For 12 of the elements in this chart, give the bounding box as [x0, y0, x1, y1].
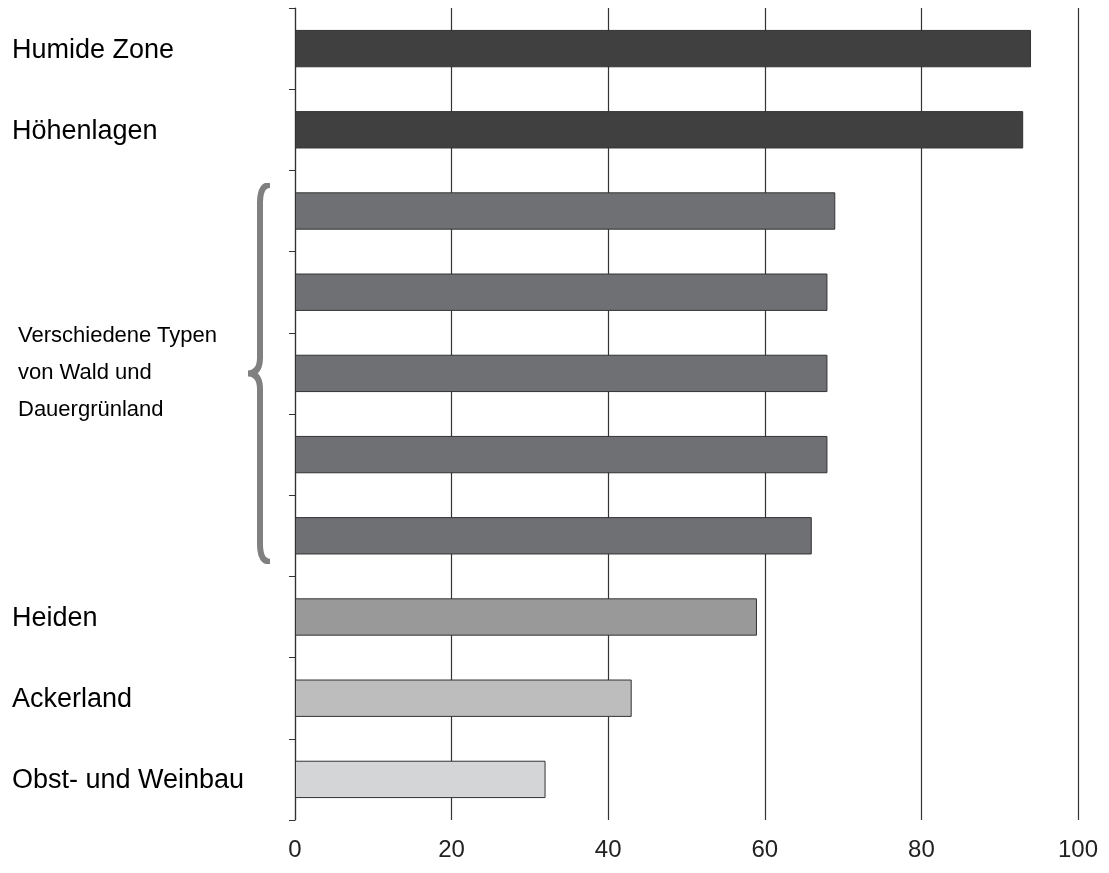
- y-tick-label: Obst- und Weinbau: [12, 764, 245, 795]
- text: Verschiedene Typen von Wald und Dauergrünland: [18, 322, 224, 421]
- x-tick-label: 60: [751, 834, 779, 862]
- y-tick-label: Humide Zone: [12, 33, 175, 64]
- y-tick-label: Höhenlagen: [12, 114, 158, 145]
- y-tick-label: Heiden: [12, 602, 98, 632]
- x-tick-label: 0: [288, 834, 302, 862]
- x-tick-label: 100: [1057, 834, 1099, 862]
- x-tick-label: 40: [594, 834, 622, 862]
- x-tick-label: 20: [438, 834, 465, 862]
- x-tick-label: 80: [908, 834, 935, 862]
- y-tick-label: Ackerland: [12, 683, 133, 714]
